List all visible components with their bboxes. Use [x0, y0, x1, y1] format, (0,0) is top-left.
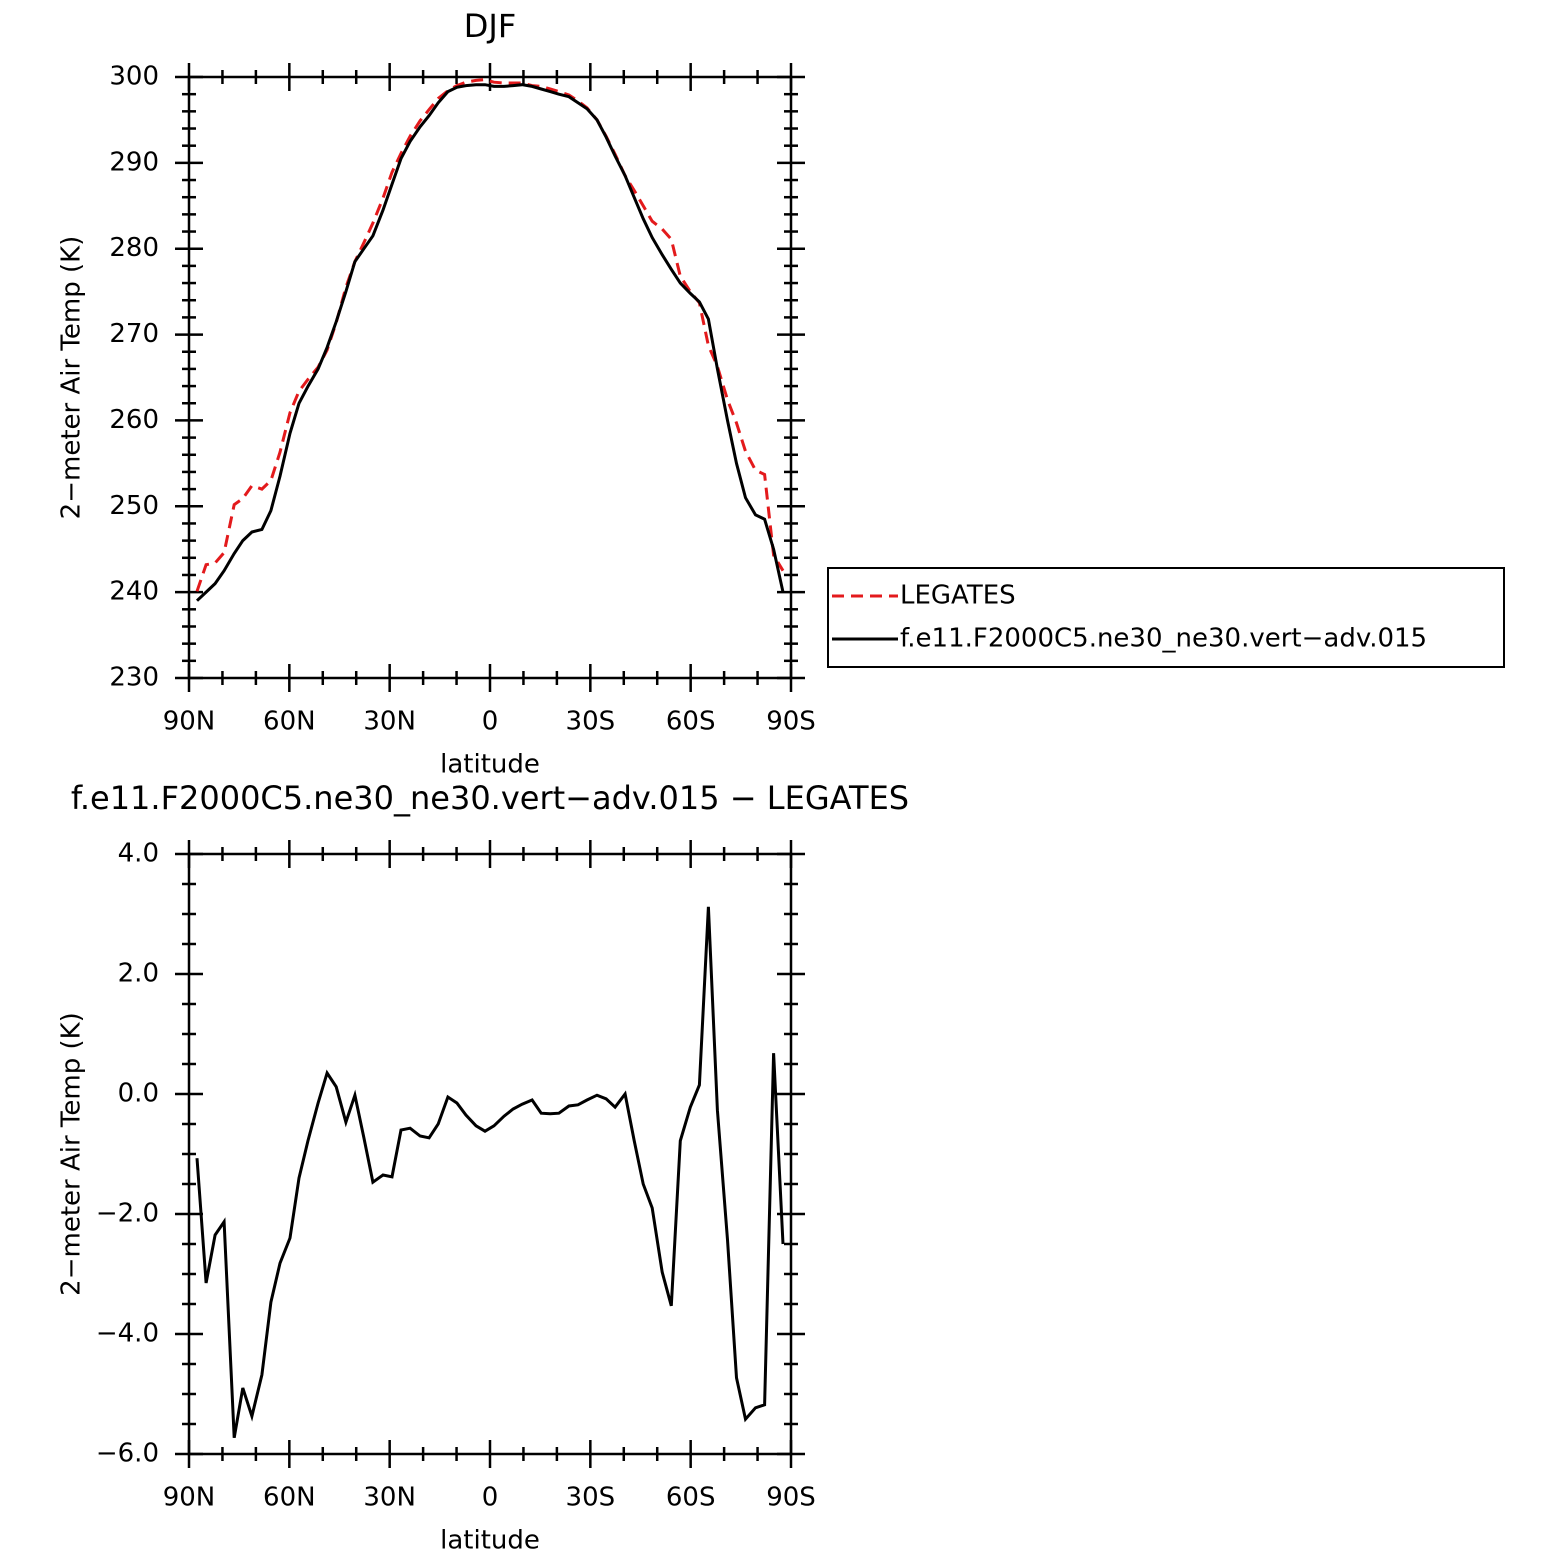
data-line [195, 78, 785, 592]
y-axis-label: 2−meter Air Temp (K) [57, 1012, 87, 1296]
y-tick-label: 280 [109, 233, 159, 263]
y-axis-label: 2−meter Air Temp (K) [57, 236, 87, 520]
chart-title: f.e11.F2000C5.ne30_ne30.vert−adv.015 − L… [71, 779, 909, 817]
x-tick-label: 90N [163, 1483, 216, 1513]
y-tick-label: 290 [109, 147, 159, 177]
y-tick-label: 300 [109, 62, 159, 92]
x-tick-label: 0 [482, 1483, 499, 1513]
y-tick-label: 230 [109, 663, 159, 693]
x-axis-label: latitude [440, 750, 540, 780]
y-tick-label: −2.0 [96, 1199, 159, 1229]
legend-label: LEGATES [900, 581, 1016, 611]
x-tick-label: 0 [482, 707, 499, 737]
y-tick-label: 0.0 [118, 1079, 159, 1109]
x-tick-label: 60S [666, 707, 716, 737]
y-tick-label: 250 [109, 491, 159, 521]
x-tick-label: 60S [666, 1483, 716, 1513]
legend-label: f.e11.F2000C5.ne30_ne30.vert−adv.015 [900, 624, 1427, 654]
x-tick-label: 30N [363, 1483, 416, 1513]
x-tick-label: 30S [566, 1483, 616, 1513]
x-tick-label: 60N [263, 707, 316, 737]
x-tick-label: 90N [163, 707, 216, 737]
data-line [195, 83, 785, 602]
legend-box [827, 567, 1505, 668]
y-tick-label: 240 [109, 577, 159, 607]
y-tick-label: 2.0 [118, 959, 159, 989]
plot-frame [187, 852, 793, 1456]
y-tick-label: 270 [109, 319, 159, 349]
x-tick-label: 90S [766, 1483, 816, 1513]
y-tick-label: −6.0 [96, 1439, 159, 1469]
x-tick-label: 30N [363, 707, 416, 737]
x-tick-label: 90S [766, 707, 816, 737]
plot-frame [187, 75, 793, 680]
x-axis-label: latitude [440, 1526, 540, 1556]
y-tick-label: −4.0 [96, 1319, 159, 1349]
y-tick-label: 4.0 [118, 839, 159, 869]
y-tick-label: 260 [109, 405, 159, 435]
chart-title: DJF [464, 7, 516, 45]
x-tick-label: 30S [566, 707, 616, 737]
data-line [195, 906, 785, 1439]
x-tick-label: 60N [263, 1483, 316, 1513]
